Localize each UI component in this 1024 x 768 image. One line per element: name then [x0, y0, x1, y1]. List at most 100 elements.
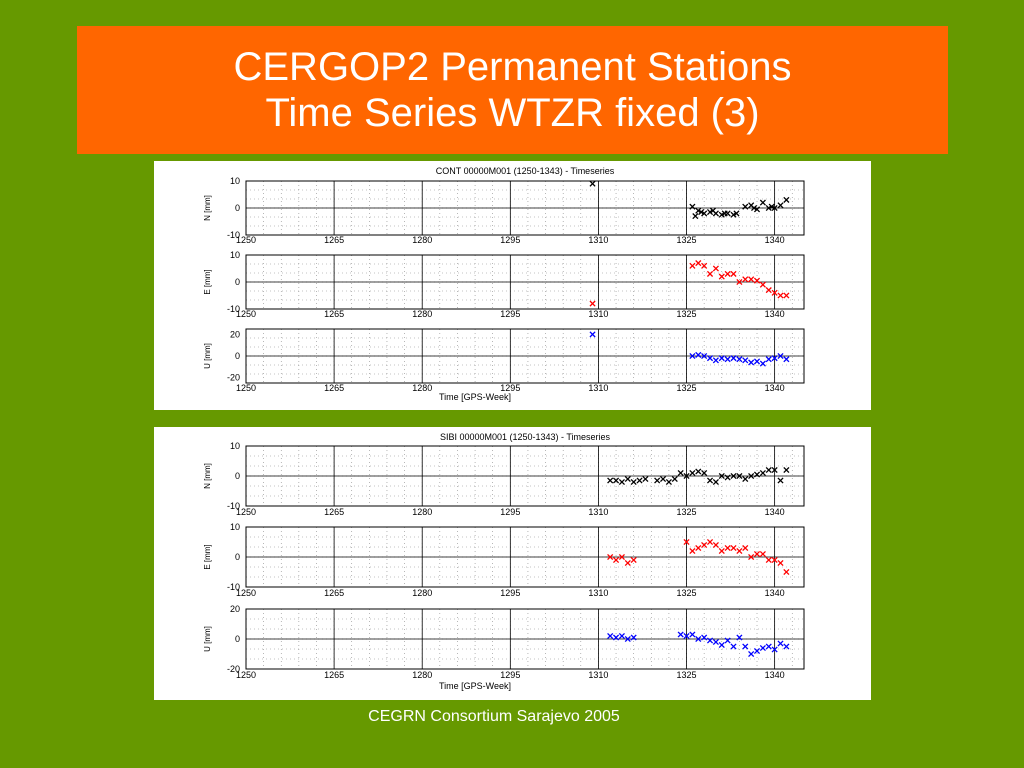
data-point	[712, 478, 719, 486]
y-tick-label: -10	[227, 230, 240, 240]
x-tick-label: 1265	[324, 588, 344, 598]
data-point	[730, 472, 737, 480]
data-point	[742, 276, 749, 283]
data-point	[759, 644, 766, 652]
data-point	[718, 641, 725, 649]
x-tick-label: 1280	[412, 383, 432, 393]
data-point	[742, 475, 749, 483]
data-point	[718, 547, 725, 555]
data-point	[759, 281, 766, 288]
data-point	[689, 352, 696, 360]
data-point	[771, 204, 778, 212]
data-point	[607, 553, 614, 561]
timeseries-figure-cont: CONT 00000M001 (1250-1343) - Timeseries 1…	[154, 161, 871, 410]
panel-frame	[245, 608, 805, 670]
data-point	[718, 472, 725, 480]
y-tick-label: 0	[235, 203, 240, 213]
x-tick-label: 1310	[588, 507, 608, 517]
data-point	[759, 360, 766, 367]
y-axis-label: N [mm]	[203, 195, 212, 221]
data-point	[724, 474, 731, 481]
data-point	[683, 472, 690, 480]
data-point	[636, 477, 643, 484]
data-point	[671, 475, 678, 483]
data-point	[689, 631, 696, 638]
data-point	[683, 538, 690, 546]
panel-frame	[245, 254, 805, 310]
data-point	[589, 180, 596, 187]
x-tick-label: 1325	[677, 670, 697, 680]
data-point	[765, 356, 772, 363]
y-tick-label: 20	[230, 604, 240, 614]
data-point	[695, 468, 702, 475]
data-point	[736, 356, 743, 363]
data-point	[624, 559, 631, 567]
data-point	[718, 355, 725, 362]
x-tick-label: 1265	[324, 309, 344, 319]
data-point	[618, 632, 625, 640]
data-point	[612, 556, 620, 564]
data-point	[783, 356, 790, 363]
data-point	[712, 357, 719, 364]
data-point	[724, 356, 731, 363]
data-point	[724, 270, 731, 277]
x-tick-label: 1340	[765, 309, 785, 319]
data-point	[654, 477, 661, 484]
y-axis-label: U [mm]	[203, 626, 212, 652]
data-point	[730, 544, 737, 552]
x-tick-label: 1310	[588, 235, 608, 245]
y-axis-label: E [mm]	[203, 544, 212, 569]
x-tick-label: 1250	[236, 383, 256, 393]
timeseries-chart-sibi: SIBI 00000M001 (1250-1343) - Timeseries 1…	[203, 432, 805, 691]
x-tick-label: 1280	[412, 670, 432, 680]
data-point	[712, 638, 719, 646]
y-tick-label: -20	[227, 373, 240, 383]
x-axis-label: Time [GPS-Week]	[439, 681, 511, 691]
data-point	[771, 466, 778, 474]
data-point	[733, 210, 740, 217]
data-point	[618, 553, 625, 561]
x-axis-label: Time [GPS-Week]	[439, 392, 511, 402]
data-point	[777, 640, 784, 647]
data-point	[771, 556, 778, 564]
x-tick-label: 1295	[500, 588, 520, 598]
x-tick-label: 1310	[588, 670, 608, 680]
y-tick-label: -10	[227, 582, 240, 592]
x-tick-label: 1265	[324, 670, 344, 680]
slide-title-line-1: CERGOP2 Permanent Stations	[233, 45, 792, 89]
x-tick-label: 1265	[324, 235, 344, 245]
data-point	[742, 643, 749, 650]
data-point	[642, 475, 649, 483]
data-point	[683, 632, 690, 640]
data-point	[748, 472, 755, 480]
data-point	[748, 359, 755, 366]
data-point	[618, 478, 625, 486]
data-point	[783, 466, 790, 474]
x-tick-label: 1265	[324, 383, 344, 393]
data-point	[695, 635, 702, 643]
data-point	[706, 270, 714, 277]
panel-frame	[245, 328, 805, 384]
data-point	[730, 355, 737, 362]
data-point	[612, 634, 620, 641]
data-point	[777, 559, 784, 567]
data-point	[736, 547, 743, 555]
data-point	[624, 635, 631, 643]
data-point	[612, 477, 620, 484]
data-point	[624, 475, 631, 483]
slide-footer: CEGRN Consortium Sarajevo 2005	[368, 708, 620, 725]
data-point	[724, 210, 731, 217]
data-point	[777, 477, 784, 484]
x-tick-label: 1280	[412, 588, 432, 598]
data-point	[701, 262, 708, 269]
data-point	[706, 637, 714, 644]
data-point	[695, 351, 702, 358]
slide-title-line-2: Time Series WTZR fixed (3)	[265, 91, 760, 135]
x-tick-label: 1250	[236, 670, 256, 680]
data-point	[765, 287, 772, 294]
data-point	[777, 202, 784, 209]
data-point	[677, 631, 684, 638]
data-point	[753, 277, 761, 284]
y-tick-label: 0	[235, 351, 240, 361]
data-point	[771, 289, 778, 296]
